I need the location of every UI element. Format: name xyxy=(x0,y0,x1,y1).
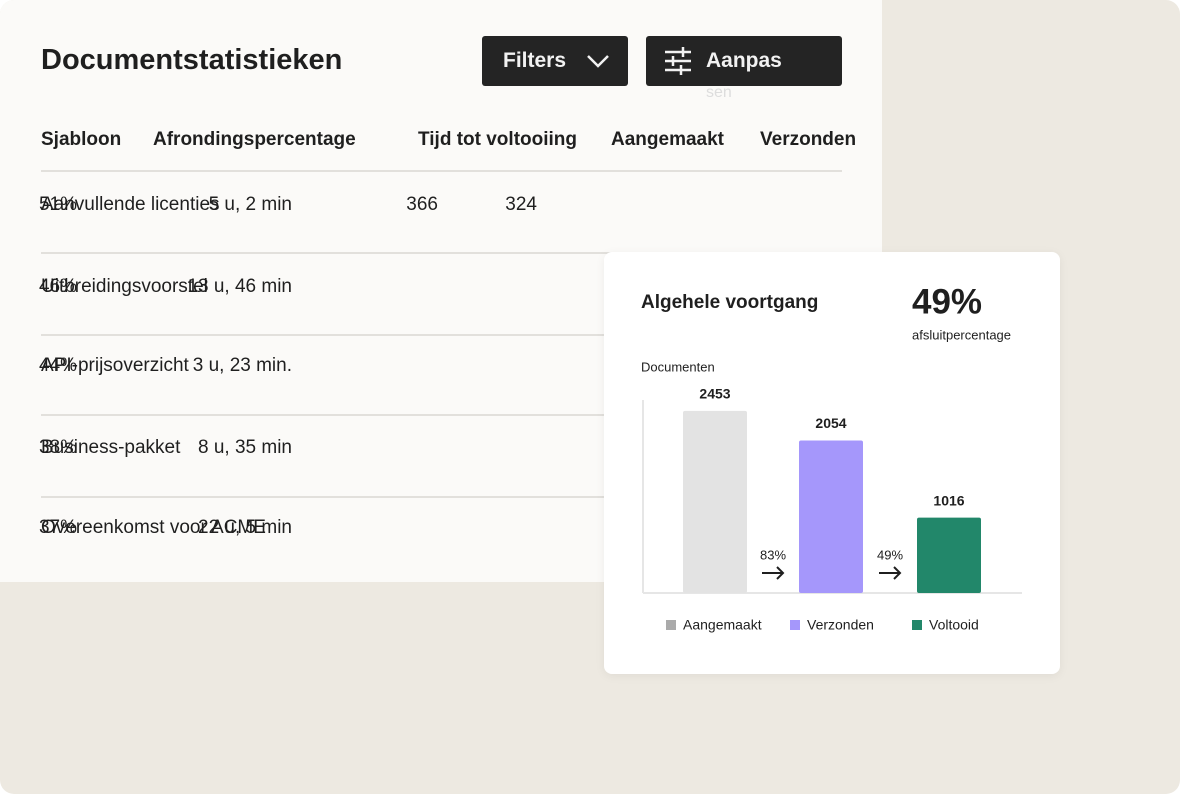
customize-button[interactable]: Aanpas sen xyxy=(646,36,842,101)
bar-value-label: 1016 xyxy=(933,492,964,508)
filters-button[interactable]: Filters xyxy=(482,36,628,86)
page-title: Documentstatistieken xyxy=(41,44,343,76)
sliders-icon xyxy=(665,47,691,75)
bar xyxy=(683,410,747,593)
button-label: Filters xyxy=(503,49,567,72)
button-label: Aanpas xyxy=(706,49,782,72)
row-divider xyxy=(41,334,842,336)
headline-stat: 49% xyxy=(912,282,982,321)
bar xyxy=(917,517,981,593)
bar-value-label: 2054 xyxy=(815,415,846,431)
legend-label: Aangemaakt xyxy=(683,617,762,633)
table-cell: 13 u, 46 min xyxy=(187,276,292,297)
chevron-icon xyxy=(587,55,609,68)
table-cell: Business-pakket xyxy=(41,437,181,458)
table-cell: 5 u, 2 min xyxy=(208,194,292,215)
table-cell: 3 u, 23 min. xyxy=(192,355,292,376)
table-cell: 51% xyxy=(38,194,77,215)
chart: Algehele voortgang 49% afsluitpercentage Do… xyxy=(641,282,1022,633)
y-axis-label: Documenten xyxy=(641,359,715,374)
conversion-label: 83% xyxy=(760,547,786,562)
table-cell: 22 u, 5 min xyxy=(198,517,292,538)
table-cell: 324 xyxy=(505,194,537,215)
legend-swatch xyxy=(666,620,676,630)
row-divider xyxy=(41,170,842,172)
column-header: Afrondingspercentage xyxy=(153,129,356,150)
column-header: Tijd tot voltooiing xyxy=(418,129,578,150)
bar-value-label: 2453 xyxy=(699,386,730,402)
legend-label: Verzonden xyxy=(807,617,874,633)
table-cell: 8 u, 35 min xyxy=(198,437,292,458)
legend-swatch xyxy=(912,620,922,630)
table-cell: 38% xyxy=(38,437,77,458)
arrow-icon xyxy=(762,566,785,580)
button-label-overflow: sen xyxy=(706,84,732,101)
row-divider xyxy=(41,414,842,416)
conversion-label: 49% xyxy=(877,547,903,562)
table-cell: 46% xyxy=(38,276,77,297)
legend-swatch xyxy=(790,620,800,630)
row-divider xyxy=(41,252,842,254)
legend-label: Voltooid xyxy=(929,617,979,633)
chart-title: Algehele voortgang xyxy=(641,292,818,313)
table-cell: API-prijsoverzicht xyxy=(41,355,189,376)
table-cell: 366 xyxy=(406,194,438,215)
column-header: Verzonden xyxy=(760,129,857,150)
table-cell: Aanvullende licenties xyxy=(41,194,220,215)
chart-card: Algehele voortgang 49% afsluitpercentage Do… xyxy=(604,252,1060,674)
table-cell: 37% xyxy=(38,517,77,538)
row-divider xyxy=(41,496,842,498)
table-cell: Overeenkomst voor ACME xyxy=(41,517,266,538)
table-cell: 44% xyxy=(38,355,77,376)
arrow-icon xyxy=(879,566,902,580)
bar xyxy=(799,440,863,593)
column-header: Aangemaakt xyxy=(611,129,724,150)
headline-caption: afsluitpercentage xyxy=(912,327,1011,342)
table-cell: Uitbreidingsvoorstel xyxy=(41,276,208,297)
column-header: Sjabloon xyxy=(41,129,122,150)
